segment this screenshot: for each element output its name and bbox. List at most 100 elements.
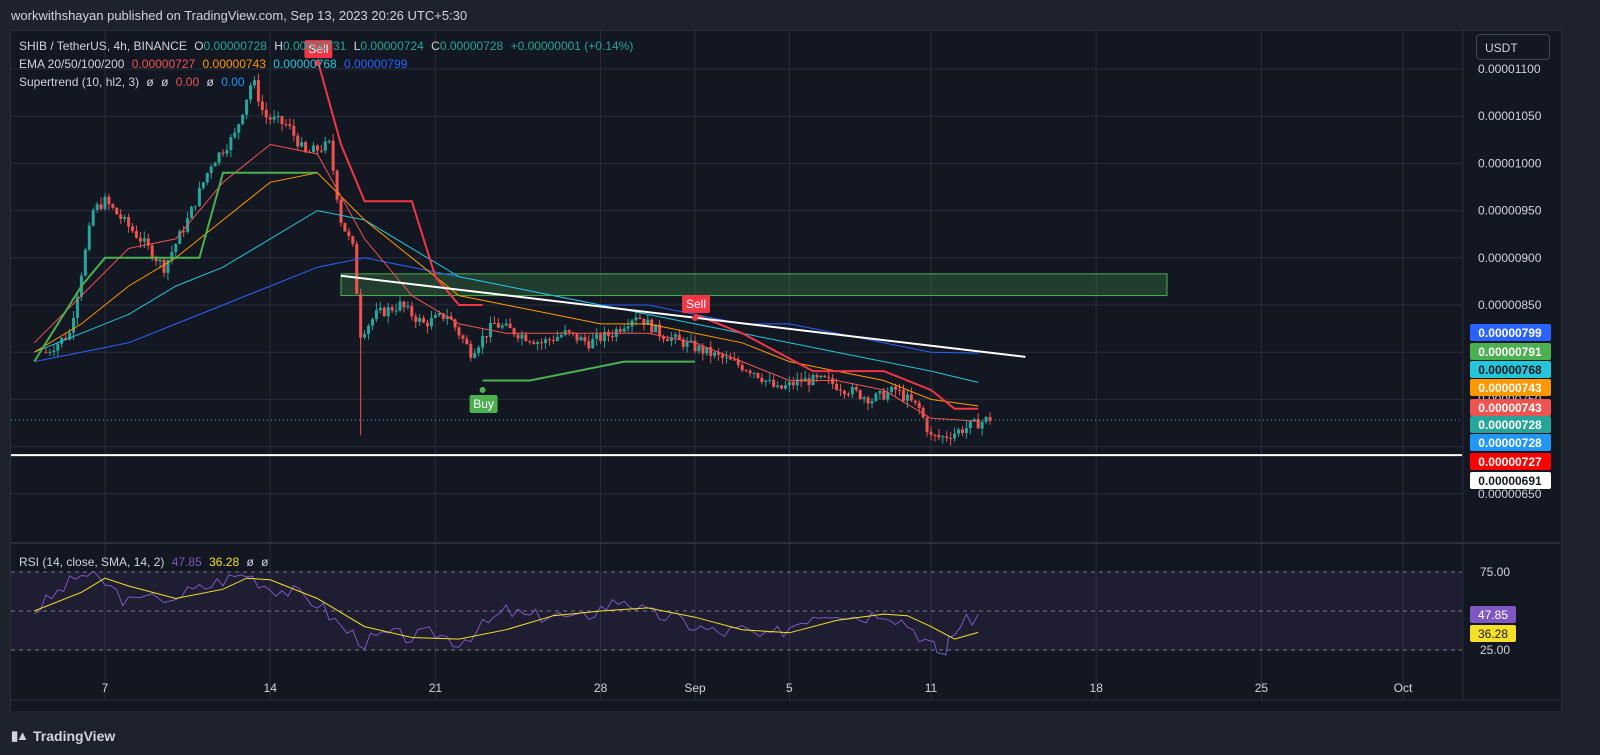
rsi-axis-label: 75.00 bbox=[1480, 565, 1510, 579]
candle-body bbox=[56, 343, 60, 351]
candle-body bbox=[323, 141, 327, 151]
low-value: 0.00000724 bbox=[360, 39, 424, 53]
candle-body bbox=[327, 140, 331, 142]
candle-body bbox=[795, 379, 799, 386]
candle-body bbox=[575, 333, 579, 341]
candle-body bbox=[886, 392, 890, 400]
candle-body bbox=[433, 315, 437, 318]
candle-body bbox=[453, 319, 457, 328]
candle-body bbox=[174, 243, 178, 253]
candle-body bbox=[241, 114, 245, 125]
candle-body bbox=[68, 332, 72, 340]
supertrend-label[interactable]: Supertrend (10, hl2, 3) bbox=[19, 75, 140, 89]
candle-body bbox=[158, 259, 162, 262]
candle-body bbox=[331, 140, 335, 171]
candle-body bbox=[134, 231, 138, 238]
candle-body bbox=[142, 238, 146, 242]
price-tag-box bbox=[1470, 361, 1551, 378]
candle-body bbox=[732, 359, 736, 361]
signal-box bbox=[682, 295, 710, 313]
candle-body bbox=[367, 325, 371, 334]
candle-body bbox=[131, 226, 135, 232]
candle-body bbox=[170, 252, 174, 261]
price-tag: 0.00000728 bbox=[1470, 416, 1551, 433]
price-axis-label: 0.00001050 bbox=[1478, 109, 1542, 123]
candle-body bbox=[233, 132, 237, 138]
candle-body bbox=[382, 307, 386, 316]
tradingview-logo[interactable]: ▮▲ TradingView bbox=[11, 728, 115, 744]
candle-body bbox=[658, 324, 662, 337]
candle-body bbox=[547, 339, 551, 341]
candle-body bbox=[921, 407, 925, 418]
candle-body bbox=[103, 196, 107, 210]
candle-body bbox=[937, 434, 941, 438]
time-axis-label: 14 bbox=[264, 681, 278, 695]
candle-body bbox=[890, 386, 894, 393]
candle-body bbox=[469, 344, 473, 358]
candle-body bbox=[91, 210, 95, 226]
candle-body bbox=[862, 397, 866, 399]
candle-body bbox=[500, 325, 504, 328]
candle-body bbox=[83, 249, 87, 276]
candle-body bbox=[304, 142, 308, 152]
price-axis-label: 0.00001100 bbox=[1478, 62, 1541, 76]
candle-body bbox=[697, 345, 701, 352]
candle-body bbox=[980, 421, 984, 429]
candle-body bbox=[64, 337, 68, 340]
candle-body bbox=[197, 187, 201, 206]
candle-body bbox=[107, 196, 111, 205]
candle-body bbox=[776, 385, 780, 387]
candle-body bbox=[870, 401, 874, 404]
candle-body bbox=[540, 342, 544, 344]
supertrend-value-4: ø bbox=[206, 75, 214, 89]
rsi-tag-box bbox=[1470, 625, 1516, 642]
currency-button[interactable]: USDT bbox=[1476, 34, 1550, 60]
chart-frame[interactable] bbox=[10, 30, 1562, 712]
rsi-legend: RSI (14, close, SMA, 14, 2) 47.85 36.28 … bbox=[19, 555, 273, 569]
candle-body bbox=[595, 334, 599, 339]
candle-body bbox=[705, 347, 709, 354]
candle-body bbox=[300, 142, 304, 147]
signal-box bbox=[469, 394, 498, 413]
price-tag-box bbox=[1470, 472, 1551, 489]
ema50-value: 0.00000743 bbox=[202, 57, 266, 71]
candle-body bbox=[477, 347, 481, 354]
candle-body bbox=[984, 416, 988, 422]
price-tag-box bbox=[1470, 453, 1551, 470]
candle-body bbox=[347, 231, 351, 237]
resistance-zone bbox=[340, 273, 1168, 297]
supertrend-value-5: 0.00 bbox=[221, 75, 245, 89]
candle-body bbox=[221, 152, 225, 154]
signal-buy: Buy bbox=[469, 386, 498, 413]
rsi-label[interactable]: RSI (14, close, SMA, 14, 2) bbox=[19, 555, 165, 569]
candle-body bbox=[685, 341, 689, 347]
candle-body bbox=[190, 206, 194, 219]
candle-body bbox=[237, 124, 241, 133]
rsi-axis-label: 25.00 bbox=[1480, 643, 1510, 657]
supertrend-down-line bbox=[316, 59, 483, 306]
candle-body bbox=[850, 386, 854, 395]
open-value: 0.00000728 bbox=[203, 39, 267, 53]
candle-body bbox=[264, 109, 268, 118]
candle-body bbox=[874, 393, 878, 402]
candle-body bbox=[579, 337, 583, 341]
price-tag: 0.00000743 bbox=[1470, 399, 1551, 416]
ema-label[interactable]: EMA 20/50/100/200 bbox=[19, 57, 125, 71]
candle-body bbox=[972, 419, 976, 422]
symbol-legend: SHIB / TetherUS, 4h, BINANCE O0.00000728… bbox=[19, 39, 637, 53]
tradingview-brand: TradingView bbox=[33, 728, 116, 744]
candle-body bbox=[422, 317, 426, 323]
candle-body bbox=[618, 329, 622, 332]
time-axis-label: 5 bbox=[786, 681, 793, 695]
symbol-label[interactable]: SHIB / TetherUS, 4h, BINANCE bbox=[19, 39, 187, 53]
candle-body bbox=[854, 386, 858, 391]
candle-body bbox=[724, 357, 728, 359]
candle-body bbox=[882, 390, 886, 400]
price-axis-label: 0.00000900 bbox=[1478, 251, 1542, 265]
candle-body bbox=[669, 337, 673, 342]
candle-body bbox=[386, 307, 390, 316]
candle-body bbox=[193, 205, 197, 207]
candle-body bbox=[115, 207, 119, 215]
candle-body bbox=[622, 328, 626, 332]
